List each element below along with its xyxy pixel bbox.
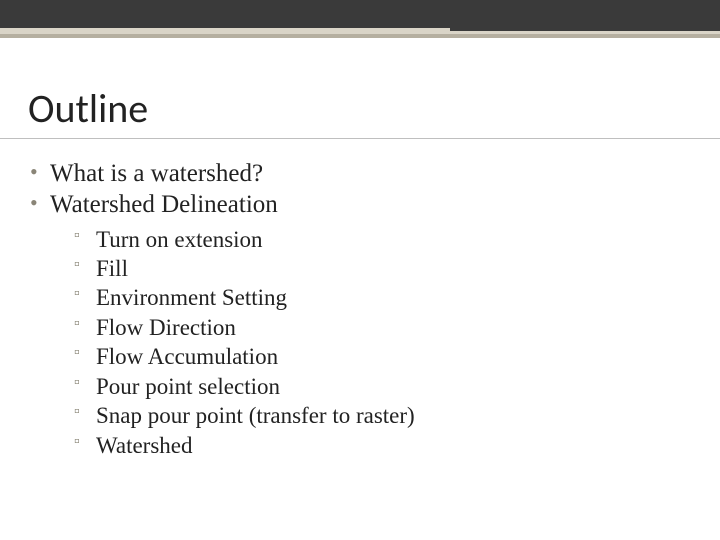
list-item: Flow Accumulation <box>74 342 692 371</box>
list-item: Fill <box>74 254 692 283</box>
list-item: Watershed <box>74 431 692 460</box>
list-item: Environment Setting <box>74 283 692 312</box>
list-item: Snap pour point (transfer to raster) <box>74 401 692 430</box>
accent-corner <box>450 28 720 31</box>
list-item-text: What is a watershed? <box>50 160 263 187</box>
list-item: Flow Direction <box>74 313 692 342</box>
list-item-text: Watershed <box>96 433 193 458</box>
bullet-list: What is a watershed? Watershed Delineati… <box>28 158 692 460</box>
list-item-text: Pour point selection <box>96 374 280 399</box>
list-item-text: Snap pour point (transfer to raster) <box>96 403 415 428</box>
list-item-text: Flow Direction <box>96 315 236 340</box>
slide-content: What is a watershed? Watershed Delineati… <box>28 158 692 460</box>
list-item: What is a watershed? <box>28 158 692 189</box>
list-item-text: Watershed Delineation <box>50 191 278 218</box>
list-item: Turn on extension <box>74 225 692 254</box>
sub-bullet-list: Turn on extension Fill Environment Setti… <box>74 225 692 461</box>
list-item-text: Turn on extension <box>96 227 263 252</box>
slide: Outline What is a watershed? Watershed D… <box>0 0 720 540</box>
list-item-text: Fill <box>96 256 128 281</box>
slide-title: Outline <box>28 84 148 133</box>
top-bar <box>0 0 720 28</box>
list-item: Watershed Delineation Turn on extension … <box>28 189 692 460</box>
list-item: Pour point selection <box>74 372 692 401</box>
list-item-text: Environment Setting <box>96 285 287 310</box>
accent-stripe-2 <box>0 34 720 38</box>
title-rule <box>0 138 720 139</box>
list-item-text: Flow Accumulation <box>96 344 278 369</box>
